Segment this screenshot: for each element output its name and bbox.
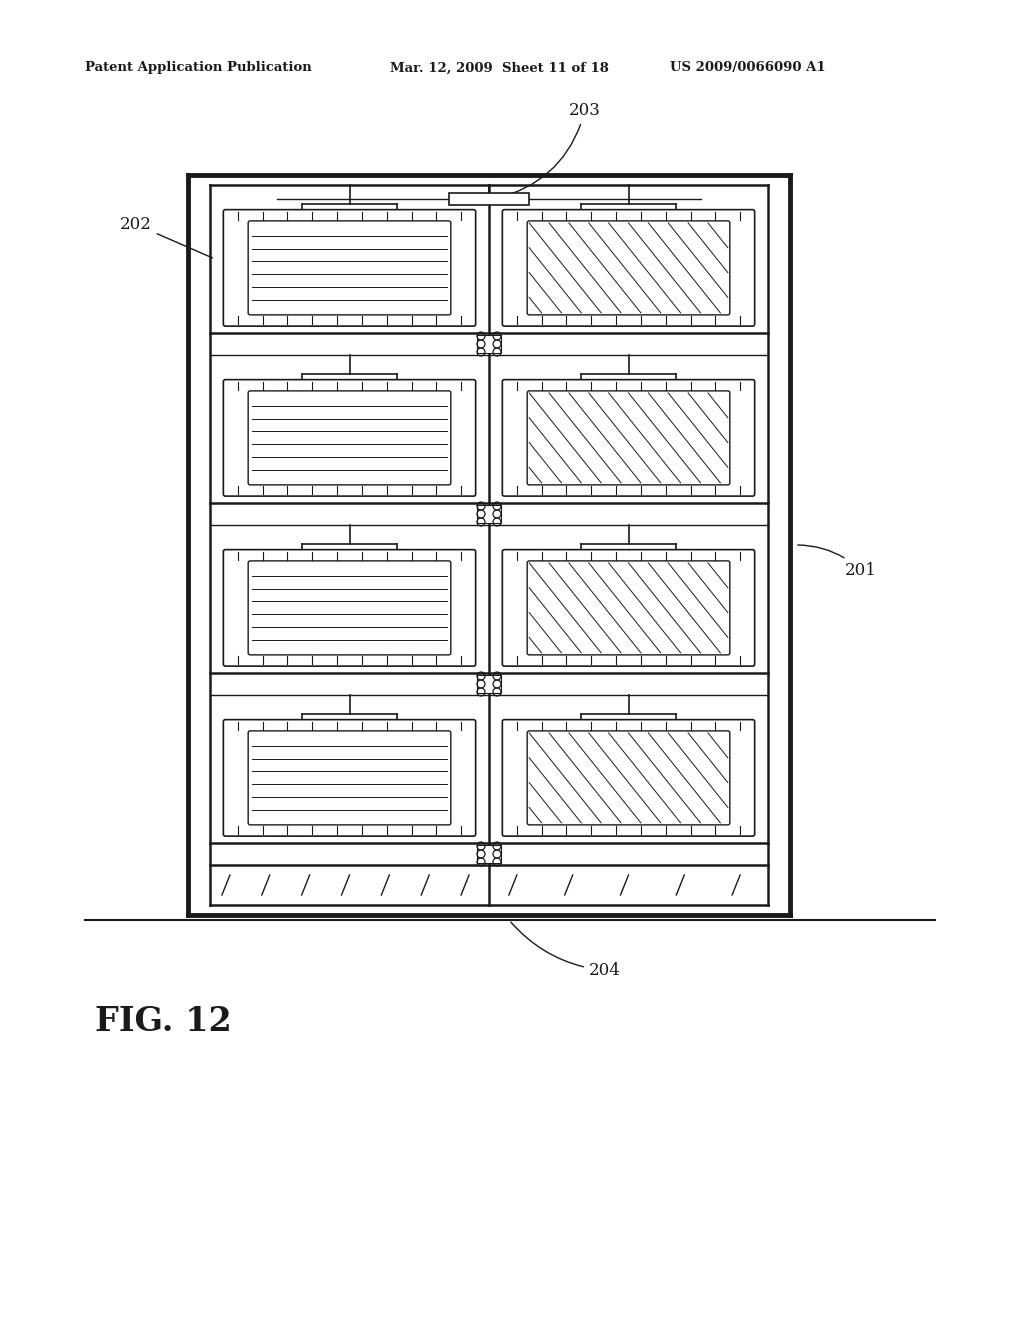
FancyBboxPatch shape bbox=[503, 549, 755, 667]
FancyBboxPatch shape bbox=[248, 220, 451, 315]
Text: US 2009/0066090 A1: US 2009/0066090 A1 bbox=[670, 62, 825, 74]
Text: Mar. 12, 2009  Sheet 11 of 18: Mar. 12, 2009 Sheet 11 of 18 bbox=[390, 62, 609, 74]
Text: 202: 202 bbox=[120, 216, 212, 257]
FancyBboxPatch shape bbox=[248, 561, 451, 655]
FancyBboxPatch shape bbox=[248, 391, 451, 484]
FancyBboxPatch shape bbox=[223, 549, 476, 667]
Text: 201: 201 bbox=[798, 545, 877, 579]
Text: 203: 203 bbox=[497, 102, 601, 198]
FancyBboxPatch shape bbox=[527, 561, 730, 655]
Bar bbox=[477, 335, 501, 352]
FancyBboxPatch shape bbox=[527, 220, 730, 315]
FancyBboxPatch shape bbox=[503, 719, 755, 836]
FancyBboxPatch shape bbox=[223, 210, 476, 326]
FancyBboxPatch shape bbox=[503, 380, 755, 496]
Text: Patent Application Publication: Patent Application Publication bbox=[85, 62, 311, 74]
Bar bbox=[449, 193, 529, 205]
FancyBboxPatch shape bbox=[503, 210, 755, 326]
Text: 204: 204 bbox=[511, 923, 621, 979]
Text: FIG. 12: FIG. 12 bbox=[95, 1005, 231, 1038]
FancyBboxPatch shape bbox=[527, 731, 730, 825]
FancyBboxPatch shape bbox=[248, 731, 451, 825]
Bar bbox=[477, 845, 501, 863]
FancyBboxPatch shape bbox=[527, 391, 730, 484]
Bar bbox=[477, 506, 501, 523]
Bar bbox=[477, 675, 501, 693]
FancyBboxPatch shape bbox=[223, 380, 476, 496]
FancyBboxPatch shape bbox=[223, 719, 476, 836]
